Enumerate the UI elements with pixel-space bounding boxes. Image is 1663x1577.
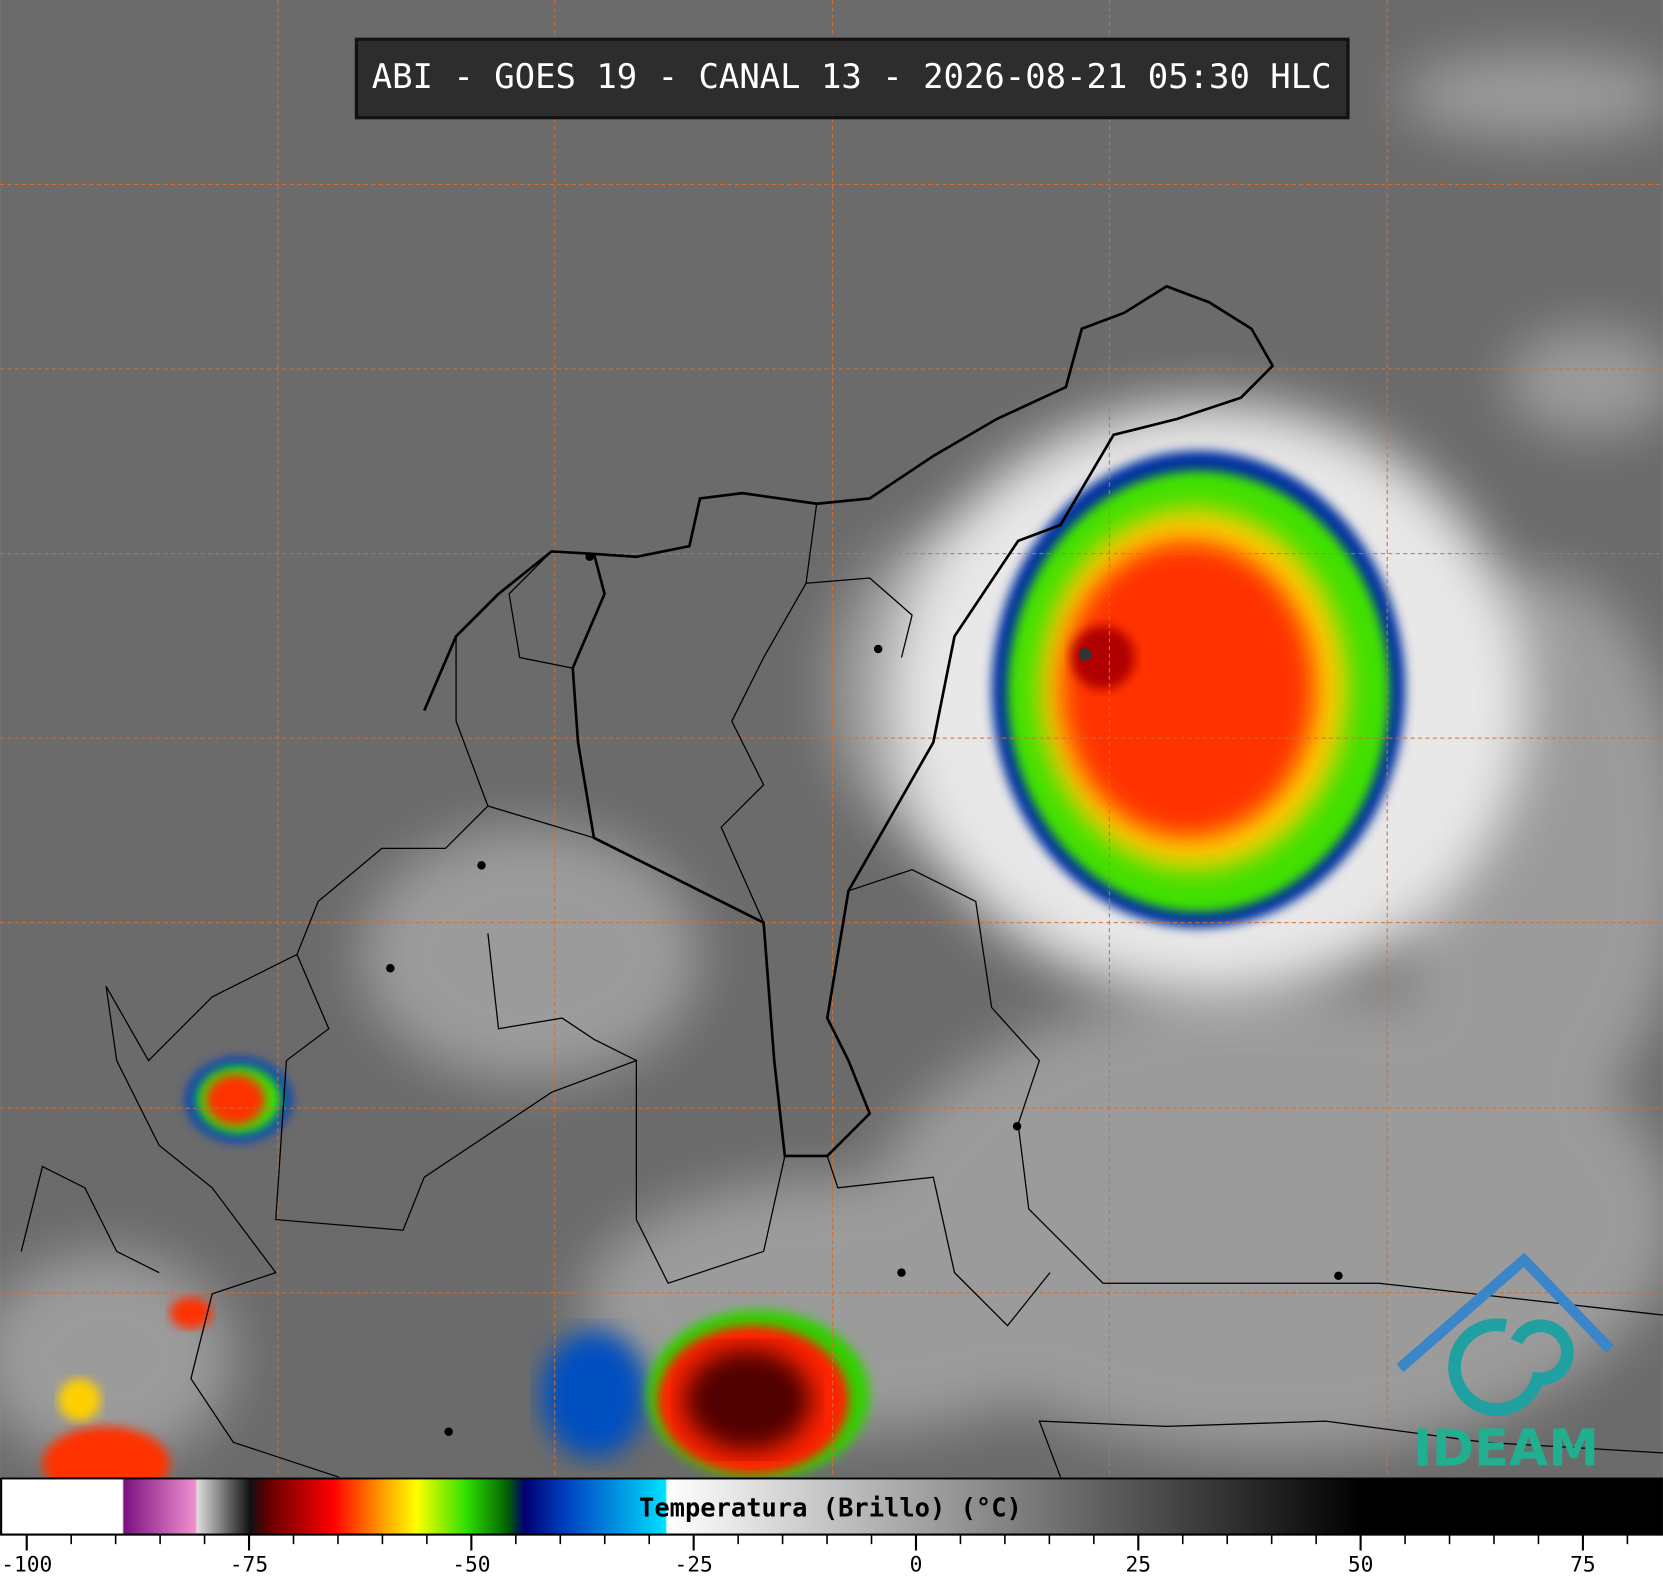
- cities: [386, 552, 1343, 1436]
- tick-label: -25: [675, 1553, 713, 1577]
- tick-label: -75: [230, 1553, 268, 1577]
- borders: [20, 284, 1663, 1478]
- tick-label: -100: [1, 1553, 52, 1577]
- logo: IDEAM: [1396, 1252, 1614, 1479]
- tick-label: -50: [452, 1553, 490, 1577]
- tick-label: 50: [1348, 1553, 1374, 1577]
- grid: [0, 0, 1663, 1478]
- colorbar: Temperatura (Brillo) (°C) -100 -75 -50 -25 0…: [0, 1477, 1663, 1577]
- logo-text: IDEAM: [1413, 1420, 1599, 1479]
- storm: [42, 402, 1528, 1501]
- map: IDEAM ABI - GOES 19 - CANAL 13 - 2026-08…: [0, 0, 1663, 1501]
- tick-label: 25: [1126, 1553, 1152, 1577]
- title: ABI - GOES 19 - CANAL 13 - 2026-08-21 05…: [372, 58, 1332, 97]
- tick-label: 0: [910, 1553, 923, 1577]
- tick-label: 75: [1570, 1553, 1596, 1577]
- colorbar-label: Temperatura (Brillo) (°C): [639, 1494, 1022, 1524]
